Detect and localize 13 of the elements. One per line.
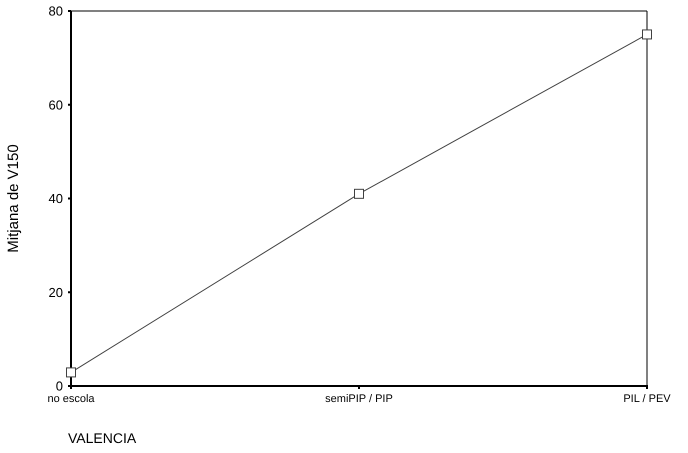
x-tick-label: semiPIP / PIP: [325, 393, 393, 405]
y-tick-label: 0: [56, 378, 63, 394]
point: [66, 367, 76, 378]
x-axis-title: VALENCIA: [68, 430, 137, 446]
y-tick-label: 20: [48, 284, 63, 300]
point: [642, 29, 652, 40]
x-tick-label: no escola: [47, 393, 96, 405]
point: [354, 188, 364, 199]
y-axis-title: Mitjana de V150: [5, 144, 22, 253]
x-tick-label: PIL / PEV: [623, 393, 672, 405]
y-tick-label: 80: [48, 4, 63, 19]
y-tick-label: 60: [48, 97, 63, 112]
y-tick-label: 40: [48, 191, 63, 206]
